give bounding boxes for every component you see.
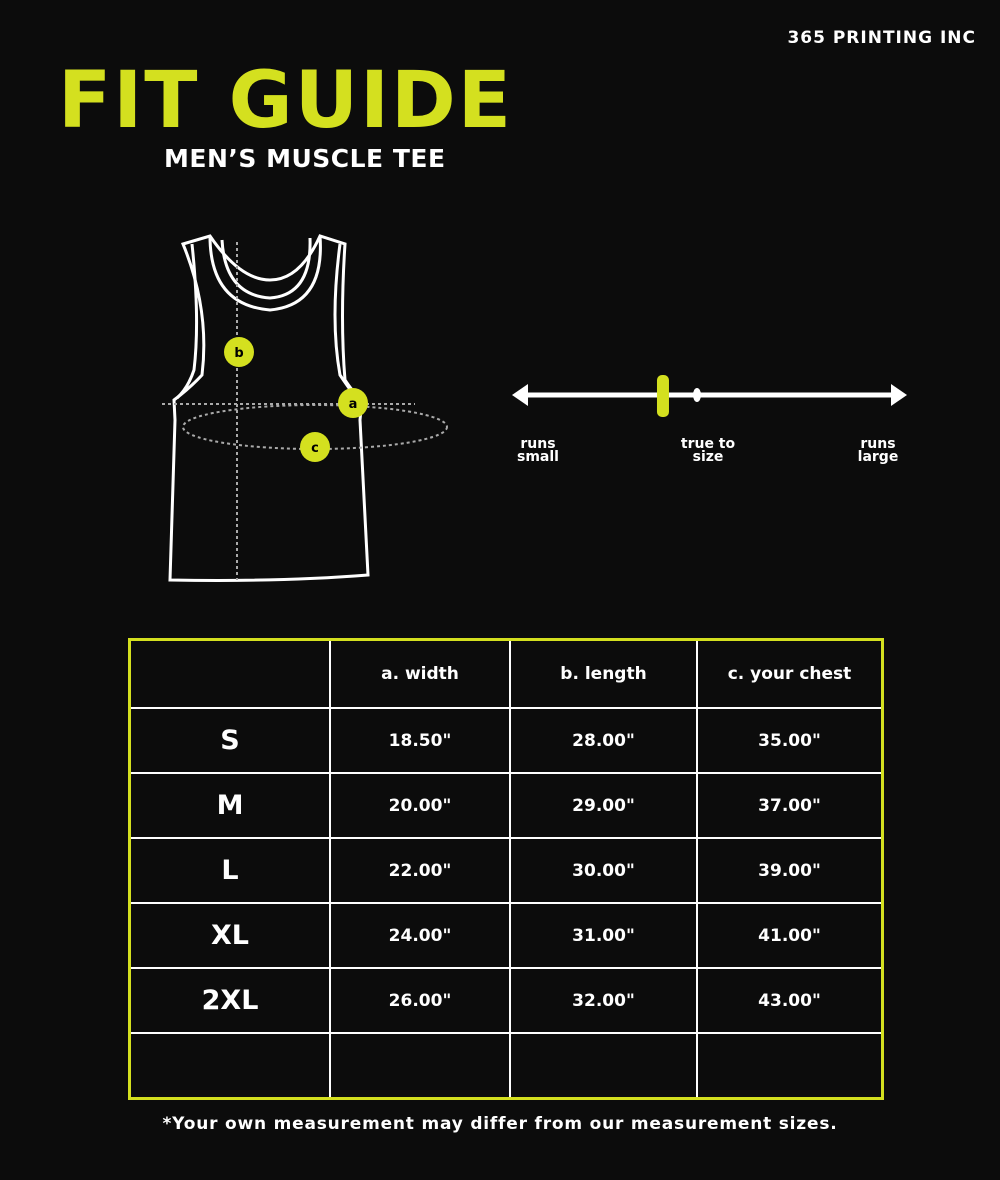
size-cell: L	[128, 837, 331, 904]
header-length: b. length	[509, 638, 698, 709]
table-row: M 20.00" 29.00" 37.00"	[128, 772, 884, 839]
label-runs-large: runs large	[857, 436, 899, 465]
chest-line	[182, 404, 448, 450]
width-cell: 26.00"	[329, 967, 511, 1034]
marker-c	[300, 432, 330, 462]
size-table: a. width b. length c. your chest S 18.50"…	[128, 638, 884, 1100]
size-cell: 2XL	[128, 967, 331, 1034]
size-cell	[128, 1032, 331, 1100]
label-runs-small: runs small	[517, 436, 559, 465]
tank-top-diagram: b a c	[162, 234, 448, 582]
page-title: FIT GUIDE	[58, 56, 514, 146]
chest-cell: 35.00"	[696, 707, 884, 774]
length-cell: 28.00"	[509, 707, 698, 774]
tank-outline	[168, 234, 370, 582]
header-width: a. width	[329, 638, 511, 709]
fit-marker	[656, 375, 669, 417]
header-size	[128, 638, 331, 709]
label-true-to-size: true to size	[680, 436, 736, 465]
marker-c-label: c	[311, 441, 319, 456]
marker-a	[338, 388, 368, 418]
brand-name: 365 PRINTING INC	[787, 28, 976, 48]
table-row: 2XL 26.00" 32.00" 43.00"	[128, 967, 884, 1034]
table-row: L 22.00" 30.00" 39.00"	[128, 837, 884, 904]
marker-b	[224, 337, 254, 367]
neck-inner	[220, 237, 312, 300]
length-cell: 32.00"	[509, 967, 698, 1034]
size-cell: M	[128, 772, 331, 839]
width-cell	[329, 1032, 511, 1100]
fit-scale	[512, 375, 907, 417]
table-row	[128, 1032, 884, 1100]
width-cell: 24.00"	[329, 902, 511, 969]
chest-cell: 39.00"	[696, 837, 884, 904]
width-cell: 18.50"	[329, 707, 511, 774]
size-cell: XL	[128, 902, 331, 969]
marker-b-label: b	[234, 346, 243, 361]
size-cell: S	[128, 707, 331, 774]
width-cell: 22.00"	[329, 837, 511, 904]
armhole-right	[333, 243, 360, 401]
table-row: S 18.50" 28.00" 35.00"	[128, 707, 884, 774]
table-header: a. width b. length c. your chest	[128, 638, 884, 709]
footnote: *Your own measurement may differ from ou…	[162, 1114, 838, 1134]
length-cell	[509, 1032, 698, 1100]
arrow-right-icon	[891, 384, 907, 406]
center-tick	[693, 388, 701, 402]
length-cell: 31.00"	[509, 902, 698, 969]
length-cell: 30.00"	[509, 837, 698, 904]
page-subtitle: MEN’S MUSCLE TEE	[164, 144, 446, 173]
table-row: XL 24.00" 31.00" 41.00"	[128, 902, 884, 969]
arrow-left-icon	[512, 384, 528, 406]
armhole-left	[175, 243, 199, 400]
marker-a-label: a	[349, 397, 358, 412]
chest-cell: 37.00"	[696, 772, 884, 839]
chest-cell: 41.00"	[696, 902, 884, 969]
width-cell: 20.00"	[329, 772, 511, 839]
neck-outer	[208, 235, 322, 312]
chest-cell: 43.00"	[696, 967, 884, 1034]
header-chest: c. your chest	[696, 638, 884, 709]
length-cell: 29.00"	[509, 772, 698, 839]
chest-cell	[696, 1032, 884, 1100]
